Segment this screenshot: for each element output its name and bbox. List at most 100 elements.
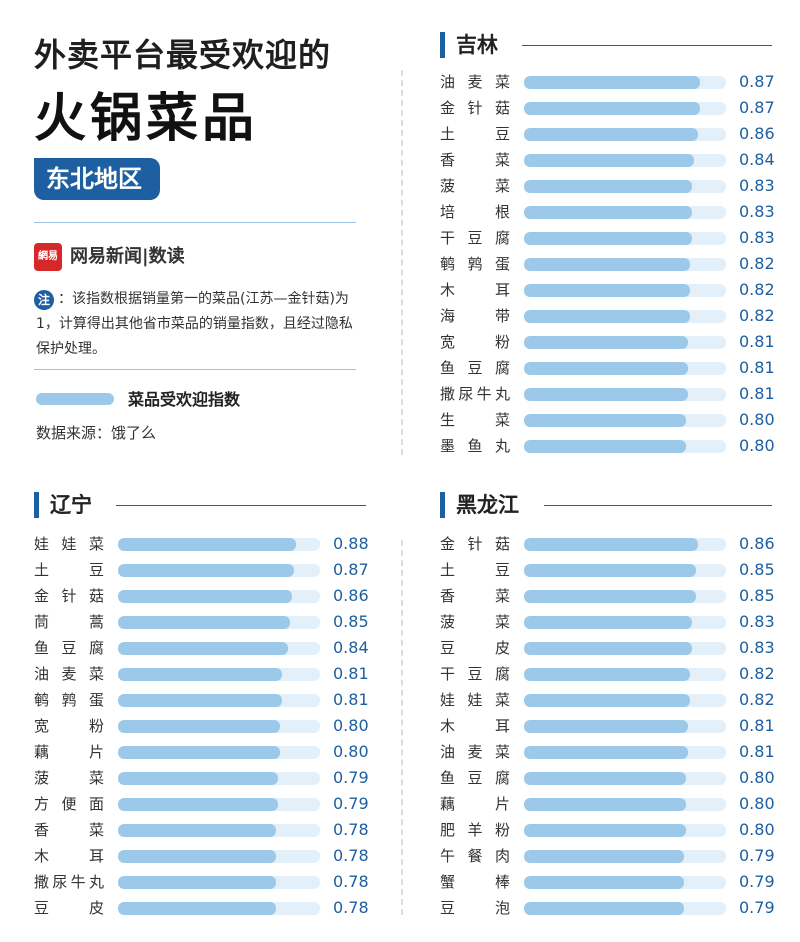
bar-row: 香菜 0.78 [34,818,369,842]
bar [524,232,692,245]
bar-track [524,538,726,551]
panel-header-mark [34,492,39,518]
bar-row: 撒尿牛丸 0.78 [34,870,369,894]
bar-track [524,258,726,271]
bar-category-label: 藕片 [34,743,104,761]
bar-value-label: 0.78 [333,872,369,891]
bar-track [118,694,320,707]
bar-track [524,284,726,297]
bar-value-label: 0.84 [333,638,369,657]
bar-category-label: 宽粉 [440,333,510,351]
bar-category-label: 金针菇 [440,99,510,117]
bar [524,746,688,759]
bar-row: 撒尿牛丸 0.81 [440,382,775,406]
bar-row: 豆皮 0.83 [440,636,775,660]
bar-value-label: 0.80 [739,794,775,813]
bar-category-label: 撒尿牛丸 [34,873,104,891]
bar-value-label: 0.87 [739,72,775,91]
bar-value-label: 0.87 [333,560,369,579]
bar-category-label: 娃娃菜 [440,691,510,709]
bar-row: 香菜 0.85 [440,584,775,608]
panel-title: 吉林 [456,33,498,57]
bar [118,668,282,681]
bar-category-label: 金针菇 [440,535,510,553]
panel-header: 黑龙江 [440,490,772,520]
bar [524,388,688,401]
bar-value-label: 0.79 [739,872,775,891]
bar-value-label: 0.80 [739,768,775,787]
bar [118,798,278,811]
bar-category-label: 鹌鹑蛋 [34,691,104,709]
bar-track [524,336,726,349]
bar-category-label: 土豆 [440,125,510,143]
bar [118,694,282,707]
bar-track [118,772,320,785]
bar [118,876,276,889]
panel-header-mark [440,492,445,518]
bar [524,538,698,551]
bar-value-label: 0.85 [333,612,369,631]
bar-value-label: 0.86 [739,534,775,553]
bar-track [118,642,320,655]
bar-category-label: 菠菜 [440,613,510,631]
legend-label: 菜品受欢迎指数 [128,390,241,409]
bar-track [524,824,726,837]
bar-category-label: 香菜 [440,587,510,605]
bar [524,616,692,629]
bar-track [524,746,726,759]
bar-track [524,616,726,629]
bar-track [524,232,726,245]
bar-value-label: 0.84 [739,150,775,169]
bar-category-label: 香菜 [34,821,104,839]
bar-category-label: 木耳 [440,281,510,299]
bar-track [118,616,320,629]
bar [118,642,288,655]
bar-category-label: 干豆腐 [440,229,510,247]
bar-category-label: 油麦菜 [34,665,104,683]
bar-category-label: 午餐肉 [440,847,510,865]
bar-category-label: 鱼豆腐 [34,639,104,657]
bar-track [524,388,726,401]
bar-value-label: 0.79 [333,794,369,813]
bar-value-label: 0.82 [739,664,775,683]
bar-value-label: 0.82 [739,306,775,325]
panel-jilin: 吉林 油麦菜 0.87 金针菇 0.87 土豆 0.86 香菜 0.84 菠菜 0.83 培根 0.8… [440,30,775,460]
bar [524,284,690,297]
bar [524,336,688,349]
bar-row: 藕片 0.80 [440,792,775,816]
bar-row: 金针菇 0.86 [34,584,369,608]
bar-track [524,414,726,427]
bar-row: 鱼豆腐 0.80 [440,766,775,790]
bar-category-label: 生菜 [440,411,510,429]
bar-value-label: 0.83 [739,202,775,221]
bar-row: 娃娃菜 0.82 [440,688,775,712]
bar-value-label: 0.83 [739,176,775,195]
bar-row: 木耳 0.81 [440,714,775,738]
bar-track [118,902,320,915]
bar-row: 菠菜 0.83 [440,610,775,634]
bar-row: 金针菇 0.86 [440,532,775,556]
bar-row: 海带 0.82 [440,304,775,328]
bar [524,414,686,427]
bar-row: 菠菜 0.83 [440,174,775,198]
bar [524,76,700,89]
panel-header-mark [440,32,445,58]
bar-track [118,720,320,733]
bar-row: 豆皮 0.78 [34,896,369,920]
bar-row: 土豆 0.85 [440,558,775,582]
bar-row: 培根 0.83 [440,200,775,224]
bar-row: 干豆腐 0.82 [440,662,775,686]
bar-category-label: 蟹棒 [440,873,510,891]
bar-row: 蟹棒 0.79 [440,870,775,894]
region-badge: 东北地区 [34,158,160,200]
bar-row: 豆泡 0.79 [440,896,775,920]
bar-row: 香菜 0.84 [440,148,775,172]
panel-header-line [522,45,772,46]
bar-category-label: 墨鱼丸 [440,437,510,455]
bar-category-label: 培根 [440,203,510,221]
bar [524,850,684,863]
bar-track [118,746,320,759]
bar-track [524,76,726,89]
bar-value-label: 0.79 [333,768,369,787]
panel-title: 辽宁 [50,493,92,517]
